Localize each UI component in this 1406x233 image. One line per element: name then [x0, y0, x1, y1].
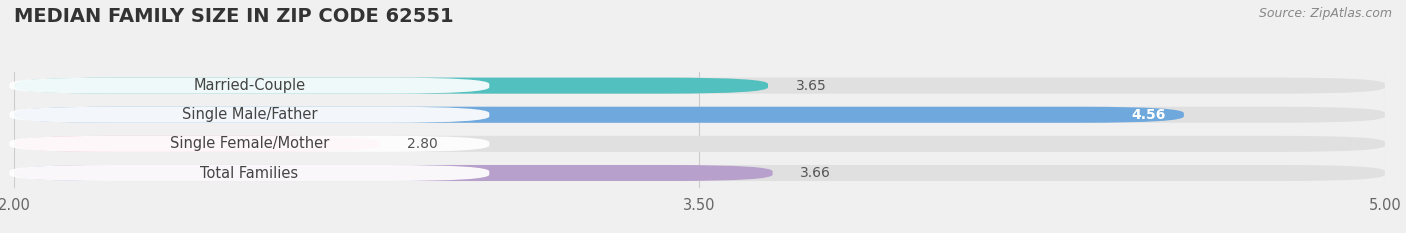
- FancyBboxPatch shape: [14, 78, 768, 94]
- FancyBboxPatch shape: [10, 107, 489, 123]
- FancyBboxPatch shape: [10, 136, 489, 152]
- Text: MEDIAN FAMILY SIZE IN ZIP CODE 62551: MEDIAN FAMILY SIZE IN ZIP CODE 62551: [14, 7, 454, 26]
- Text: Total Families: Total Families: [200, 165, 298, 181]
- Text: Single Male/Father: Single Male/Father: [181, 107, 318, 122]
- FancyBboxPatch shape: [14, 107, 1385, 123]
- Text: 3.66: 3.66: [800, 166, 831, 180]
- FancyBboxPatch shape: [14, 136, 380, 152]
- FancyBboxPatch shape: [14, 136, 1385, 152]
- FancyBboxPatch shape: [10, 78, 489, 94]
- Text: Married-Couple: Married-Couple: [194, 78, 305, 93]
- Text: 2.80: 2.80: [408, 137, 437, 151]
- FancyBboxPatch shape: [14, 78, 1385, 94]
- Text: Single Female/Mother: Single Female/Mother: [170, 136, 329, 151]
- FancyBboxPatch shape: [10, 165, 489, 181]
- Text: 4.56: 4.56: [1132, 108, 1166, 122]
- Text: Source: ZipAtlas.com: Source: ZipAtlas.com: [1258, 7, 1392, 20]
- FancyBboxPatch shape: [14, 165, 773, 181]
- FancyBboxPatch shape: [14, 165, 1385, 181]
- Text: 3.65: 3.65: [796, 79, 827, 93]
- FancyBboxPatch shape: [14, 107, 1184, 123]
